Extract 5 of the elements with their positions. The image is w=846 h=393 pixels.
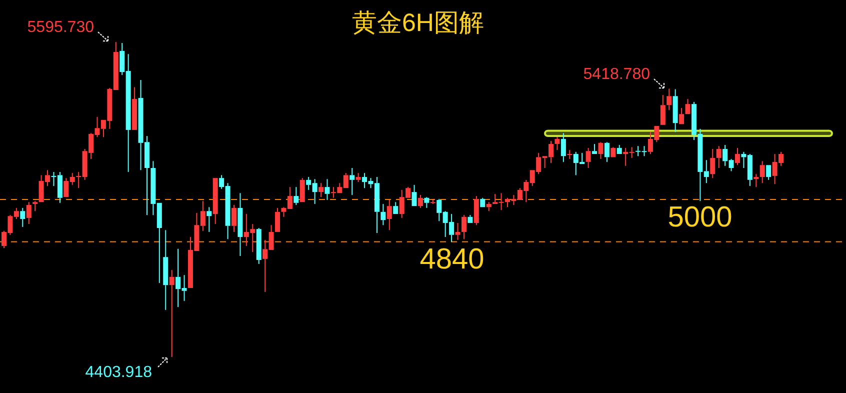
annotation: 4403.918 — [85, 358, 168, 381]
title: 黄金6H图解 — [352, 9, 484, 37]
annotation: 5595.730 — [27, 19, 108, 42]
annotation: 5418.780 — [583, 66, 664, 88]
annotation: 5418.780 — [583, 66, 650, 83]
